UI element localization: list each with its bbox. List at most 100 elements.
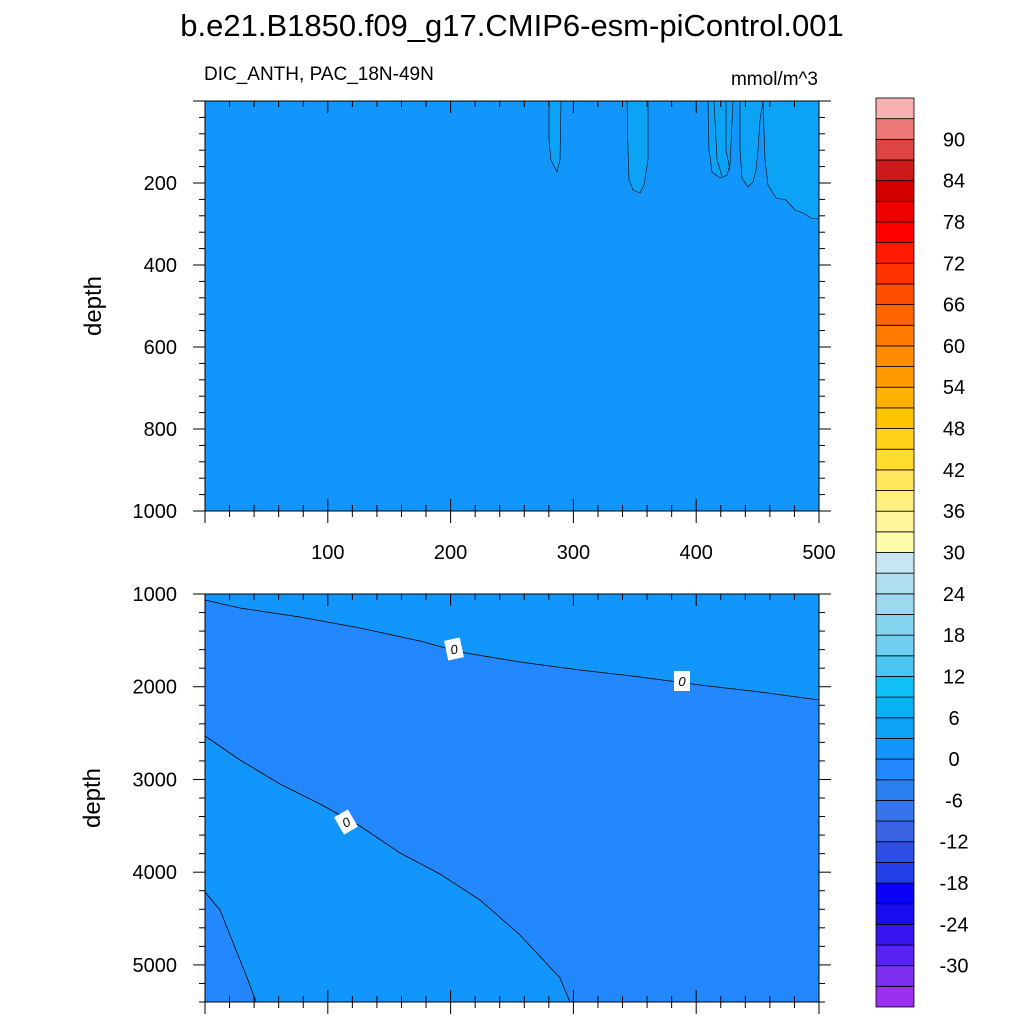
colorbar-box (875, 985, 915, 1008)
colorbar-box (875, 738, 915, 760)
top-contour-line (713, 100, 723, 177)
contour-line-zero (204, 599, 820, 701)
contour-label-text: 0 (449, 641, 460, 657)
colorbar-tick-label: -12 (940, 832, 969, 854)
x-tick-label: 200 (434, 542, 467, 564)
colorbar-box (875, 159, 915, 182)
x-tick-label: 300 (557, 542, 590, 564)
chart-title: b.e21.B1850.f09_g17.CMIP6-esm-piControl.… (180, 8, 843, 43)
top-panel-contours (548, 100, 820, 220)
colorbar-box (875, 882, 915, 905)
colorbar-tick-label: 42 (943, 460, 965, 482)
contour-label-box (334, 809, 358, 835)
colorbar-box (875, 655, 915, 677)
colorbar-tick-label: 48 (943, 419, 965, 441)
colorbar-box (875, 242, 915, 264)
colorbar-tick-label: -30 (940, 956, 969, 978)
colorbar-tick-label: 90 (943, 129, 965, 151)
colorbar-box (875, 676, 915, 698)
colorbar-box (875, 841, 915, 863)
colorbar-box (875, 923, 915, 946)
y-tick-label: 1000 (133, 501, 178, 523)
contour-label: 0 (444, 637, 464, 661)
colorbar-tick-label: 0 (948, 749, 959, 771)
top-contour-line (725, 101, 731, 171)
bottom-panel-ticks: 1000 2000 3000 4000 5000 (133, 584, 831, 1014)
colorbar-tick-label: -18 (940, 873, 969, 895)
units-label: mmol/m^3 (731, 69, 818, 90)
colorbar-box (875, 944, 915, 967)
bottom-region-middle (205, 600, 819, 1002)
contour-label-box (674, 671, 690, 691)
colorbar-box (875, 469, 915, 491)
colorbar-box (875, 180, 915, 202)
colorbar-box (875, 428, 915, 450)
colorbar-tick-label: 60 (943, 336, 965, 358)
colorbar-box (875, 97, 915, 120)
colorbar-box (875, 593, 915, 615)
colorbar-box (875, 345, 915, 367)
colorbar-box (875, 407, 915, 429)
colorbar-box (875, 758, 915, 781)
colorbar-tick-label: -24 (940, 914, 969, 936)
bottom-panel-fill (204, 594, 820, 1003)
contour-label-text: 0 (678, 674, 686, 689)
colorbar-box (875, 118, 915, 140)
colorbar-box (875, 717, 915, 739)
y-tick-label: 200 (144, 173, 177, 195)
colorbar-box (875, 861, 915, 884)
colorbar-tick-label: -6 (945, 790, 963, 812)
bottom-ylabel: depth (79, 768, 106, 828)
colorbar-tick-label: 24 (943, 584, 965, 606)
y-tick-label: 4000 (133, 862, 178, 884)
top-contour-region (626, 100, 649, 194)
colorbar-tick-label: 54 (943, 377, 965, 399)
y-tick-label: 5000 (133, 955, 178, 977)
colorbar-box (875, 324, 915, 347)
colorbar-tick-label: 78 (943, 212, 965, 234)
colorbar-box (875, 800, 915, 822)
colorbar-tick-label: 66 (943, 295, 965, 317)
colorbar-box (875, 304, 915, 326)
top-panel-ticks: 100 200 300 400 500 200 400 600 800 1000 (133, 100, 836, 564)
top-panel: 100 200 300 400 500 200 400 600 800 1000 depth (80, 100, 836, 564)
colorbar-box (875, 283, 915, 305)
colorbar-box (875, 221, 915, 244)
colorbar-box (875, 614, 915, 636)
x-tick-label: 500 (802, 542, 835, 564)
colorbar-box (875, 138, 915, 161)
y-tick-label: 800 (144, 419, 177, 441)
top-contour-region (739, 100, 764, 188)
colorbar-box (875, 965, 915, 987)
colorbar: -30 -24 -18 -12 -6 0 6 12 18 24 30 36 42 48 54 60 66 72 78… (875, 97, 969, 1008)
colorbar-tick-label: 6 (948, 708, 959, 730)
bottom-region-corner (205, 892, 256, 1002)
colorbar-tick-label: 84 (943, 171, 965, 193)
colorbar-tick-label: 30 (943, 543, 965, 565)
colorbar-box (875, 200, 915, 223)
colorbar-tick-label: 36 (943, 501, 965, 523)
top-ylabel: depth (80, 276, 107, 336)
colorbar-box (875, 903, 915, 925)
colorbar-box (875, 531, 915, 553)
contour-label-box (444, 637, 464, 661)
colorbar-box (875, 366, 915, 388)
y-tick-label: 3000 (133, 769, 178, 791)
contour-label: 0 (674, 671, 690, 691)
y-tick-label: 1000 (133, 584, 178, 606)
bottom-panel-frame (204, 593, 820, 1003)
colorbar-box (875, 696, 915, 719)
colorbar-box (875, 448, 915, 471)
top-panel-frame (204, 100, 820, 512)
x-tick-label: 100 (311, 542, 344, 564)
colorbar-box (875, 572, 915, 595)
bottom-contour-labels: 0 0 0 (334, 637, 690, 835)
y-tick-label: 600 (144, 337, 177, 359)
contour-line (204, 891, 257, 1003)
colorbar-tick-label: 12 (943, 666, 965, 688)
colorbar-tick-label: 72 (943, 253, 965, 275)
bottom-panel: 1000 2000 3000 4000 5000 0 0 0 depth (79, 584, 831, 1014)
colorbar-box (875, 634, 915, 657)
left-subtitle: DIC_ANTH, PAC_18N-49N (204, 64, 434, 85)
